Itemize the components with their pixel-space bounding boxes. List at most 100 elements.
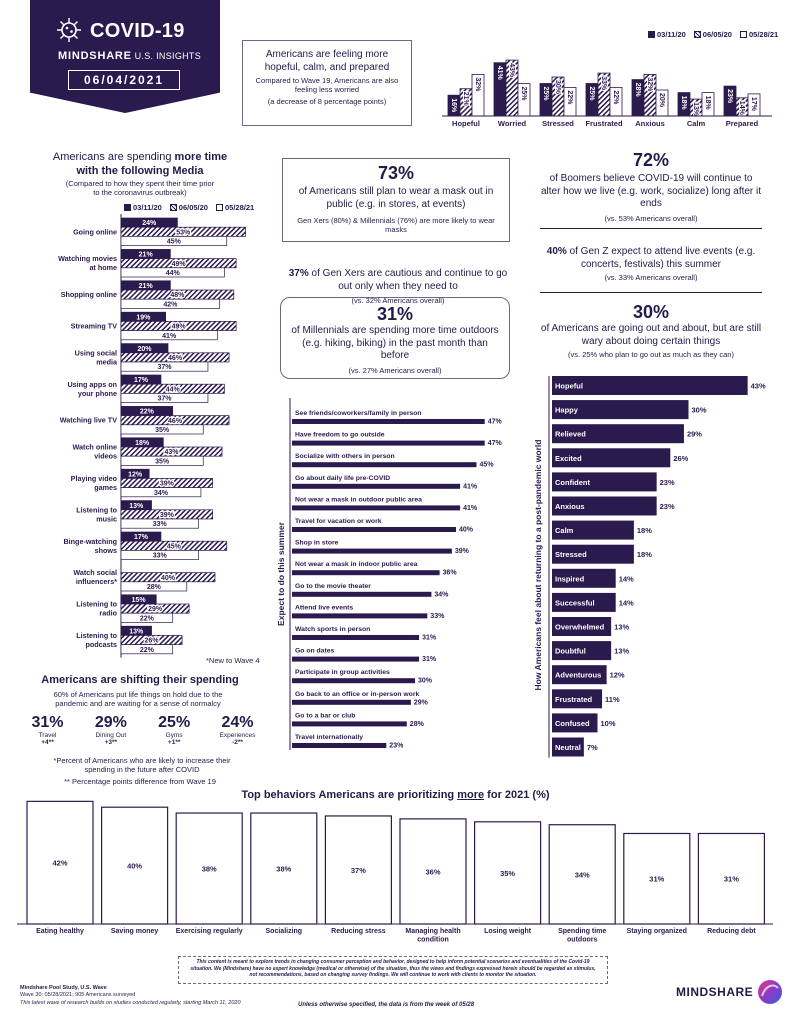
mood-category-label: Prepared (726, 119, 759, 128)
mood-bar-label: 14% (738, 101, 745, 116)
mood-bar-label: 22% (566, 90, 573, 105)
mood-chart: 16% 21% 32% Hopeful 41% 43% 25% Worried 25% 30% 22… (442, 59, 772, 128)
feelings-bar (552, 592, 616, 612)
media-bar (120, 455, 204, 466)
media-bar (120, 581, 188, 592)
media-category-label: Watch online videos (73, 443, 117, 461)
summer-bar (292, 527, 456, 532)
summer-category-label: Not wear a mask in indoor public area (295, 561, 418, 568)
feelings-bar-label: 43% (751, 382, 766, 391)
feelings-category-label: Neutral (555, 743, 581, 752)
mood-category-label: Stressed (542, 119, 574, 128)
virus-icon (57, 18, 81, 42)
feelings-bar (552, 544, 634, 564)
mood-line1: Compared to Wave 19, Americans are also … (255, 76, 399, 95)
feelings-bar-label: 30% (692, 406, 707, 415)
media-bar-label: 28% (147, 584, 162, 591)
priorities-bar-label: 34% (575, 870, 590, 879)
feelings-bar-label: 23% (660, 478, 675, 487)
summer-bar-label: 41% (463, 505, 478, 512)
summer-bar (292, 440, 485, 446)
spending-stat: 31% Travel +4** (31, 714, 64, 746)
media-bar-label: 39% (160, 481, 175, 488)
priorities-category-label: Reducing stress (331, 928, 386, 935)
feelings-bar-label: 12% (610, 671, 625, 680)
priorities-bar (324, 815, 392, 925)
header-subtitle: MINDSHARE U.S. INSIGHTS (58, 50, 202, 62)
summer-bar (292, 570, 440, 576)
feelings-category-label: Stressed (555, 550, 587, 559)
summer-bar (292, 548, 452, 554)
disclaimer-box: This content is meant to explore trends … (178, 956, 608, 984)
summer-bar-label: 29% (414, 699, 429, 706)
media-category-label: Going online (73, 227, 117, 236)
mood-bar-label: 41% (496, 66, 503, 81)
header-title: COVID-19 (90, 20, 185, 42)
media-category-label: Listening to podcasts (76, 631, 117, 649)
legend-item: 06/05/20 (693, 30, 732, 39)
priorities-bar-label: 31% (649, 875, 664, 884)
mindshare-logo: MINDSHARE (676, 978, 784, 1006)
media-bar-label: 45% (167, 543, 182, 550)
mood-bar-label: 25% (588, 87, 595, 102)
priorities-category-label: Saving money (111, 928, 159, 935)
media-bar-label: 24% (142, 220, 157, 227)
media-bar-label: 18% (135, 440, 150, 447)
mask-stat-pct: 73% (377, 163, 415, 183)
media-bar (120, 267, 225, 278)
priorities-bar (26, 800, 94, 925)
media-category-label: Playing video games (71, 474, 118, 492)
feelings-category-label: Happy (555, 406, 579, 415)
spending-stats: 31% Travel +4** 29% Dining Out +3** 25% … (20, 714, 265, 746)
summer-bar-label: 36% (443, 570, 458, 577)
feelings-category-label: Calm (555, 526, 574, 535)
media-bar-label: 13% (129, 628, 144, 635)
summer-category-label: Have freedom to go outside (295, 432, 385, 439)
feelings-bar (552, 400, 689, 420)
priorities-bar-label: 35% (500, 869, 515, 878)
mood-headline: Americans are feeling more hopeful, calm… (264, 49, 390, 73)
priorities-category-label: Eating healthy (36, 928, 84, 935)
media-bar-label: 17% (134, 377, 149, 384)
priorities-category-label: Reducing debt (707, 928, 756, 935)
millennials-stat-box: 31% of Millennials are spending more tim… (280, 297, 510, 379)
millennials-sub: (vs. 27% Americans overall) (348, 365, 442, 375)
feelings-category-label: Anxious (555, 502, 585, 511)
genx-stat: 37% of Gen Xers are cautious and continu… (288, 268, 508, 305)
summer-bar-label: 45% (480, 462, 495, 469)
feelings-bar-label: 14% (619, 598, 634, 607)
legend-item: 03/11/20 (648, 30, 686, 39)
feelings-category-label: Inspired (555, 574, 585, 583)
media-bar-label: 45% (167, 239, 182, 246)
feelings-bar (552, 689, 603, 709)
media-legend: 03/11/20 06/05/20 05/28/21 (124, 203, 254, 212)
priorities-bar (548, 824, 616, 925)
priorities-chart: 42% Eating healthy 40% Saving money 38% Exerc… (17, 800, 773, 944)
priorities-bar (623, 832, 691, 925)
mask-stat-sub: Gen Xers (80%) & Millennials (76%) are m… (297, 216, 495, 234)
legend-item: 05/28/21 (215, 203, 254, 212)
feelings-bar (552, 496, 657, 516)
media-bar-label: 48% (170, 292, 185, 299)
media-category-label: Using apps on your phone (67, 380, 117, 398)
mood-category-label: Anxious (635, 119, 665, 128)
spending-stat: 25% Gyms +1** (158, 714, 191, 746)
feelings-bar (552, 376, 748, 395)
media-bar-label: 41% (162, 333, 177, 340)
spending-subtitle: 60% of Americans put life things on hold… (53, 690, 223, 709)
summer-category-label: Travel for vacation or work (295, 518, 382, 525)
mood-bar-label: 21% (462, 92, 469, 107)
priorities-bar (100, 806, 169, 925)
media-bar-label: 46% (168, 355, 183, 362)
media-bar (120, 330, 218, 341)
genz-stat: 40% of Gen Z expect to attend live event… (540, 246, 762, 293)
media-bar-label: 22% (140, 615, 155, 622)
mood-bar-label: 43% (508, 63, 515, 78)
media-bar (120, 487, 202, 498)
priorities-category-label: Spending time outdoors (558, 928, 606, 944)
media-bar-label: 35% (155, 427, 170, 434)
media-title: Americans are spending more time with th… (52, 151, 228, 177)
mindshare-swirl-icon (758, 980, 783, 1004)
spending-title: Americans are shifting their spending (41, 674, 239, 686)
summer-category-label: Go to a bar or club (295, 712, 355, 719)
